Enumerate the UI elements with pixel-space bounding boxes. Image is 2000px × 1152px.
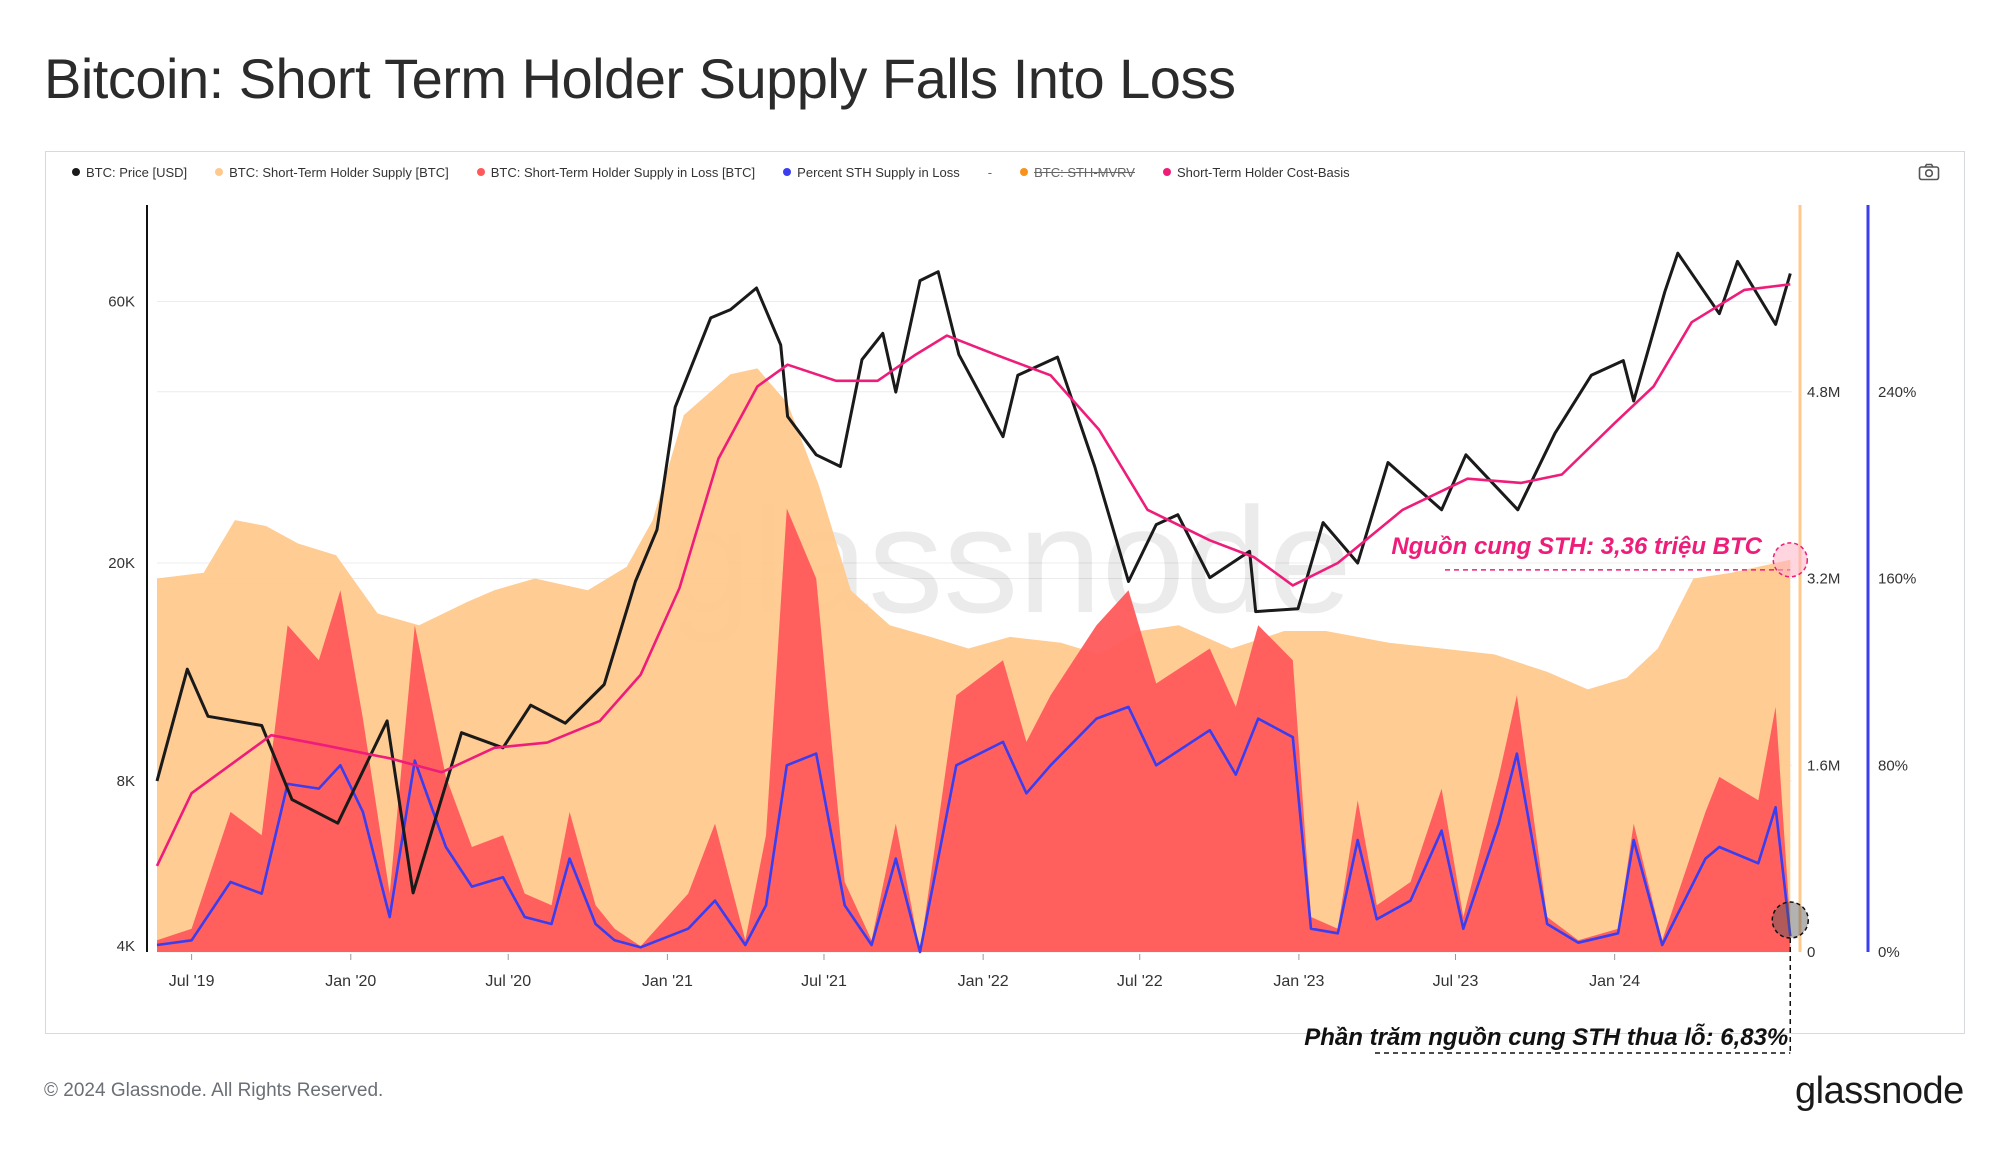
annotation-marker-supply: [1772, 542, 1809, 578]
x-tick-label: Jan '24: [1589, 973, 1640, 990]
legend-separator: -: [987, 164, 993, 180]
annotation-sth-supply: Nguồn cung STH: 3,36 triệu BTC: [1391, 533, 1762, 560]
legend-label: BTC: STH-MVRV: [1034, 164, 1135, 180]
legend-swatch: [1162, 168, 1171, 176]
price-tick-label: 60K: [108, 293, 135, 310]
legend-item[interactable]: BTC: Price [USD]: [72, 165, 187, 180]
supply-tick-label: 4.8M: [1807, 384, 1840, 401]
legend-item[interactable]: Short-Term Holder Cost-Basis: [1162, 164, 1350, 180]
x-tick-label: Jul '20: [485, 973, 531, 990]
annotation-percent-loss: Phần trăm nguồn cung STH thua lỗ: 6,83%: [1304, 1023, 1788, 1051]
x-tick-label: Jul '23: [1433, 973, 1479, 990]
camera-icon[interactable]: [1918, 163, 1940, 181]
legend-swatch: [783, 168, 792, 176]
legend-label: Short-Term Holder Cost-Basis: [1176, 164, 1350, 180]
copyright-text: © 2024 Glassnode. All Rights Reserved.: [44, 1080, 384, 1101]
x-tick-label: Jan '23: [1273, 973, 1324, 990]
x-tick-label: Jan '20: [325, 973, 376, 990]
legend-item[interactable]: Percent STH Supply in Loss: [783, 165, 960, 180]
legend-swatch: [1020, 168, 1029, 176]
legend-label: BTC: Price [USD]: [86, 164, 188, 180]
price-tick-label: 8K: [117, 773, 135, 790]
percent-tick-label: 160%: [1878, 571, 1916, 588]
x-tick-label: Jan '21: [642, 973, 693, 990]
supply-tick-label: 0: [1807, 944, 1815, 961]
legend-label: Percent STH Supply in Loss: [797, 164, 960, 180]
legend-swatch: [476, 168, 485, 176]
annotation-marker-percent: [1771, 901, 1810, 939]
supply-tick-label: 3.2M: [1807, 571, 1840, 588]
legend-swatch: [72, 168, 80, 176]
legend-item[interactable]: BTC: Short-Term Holder Supply in Loss [B…: [476, 164, 756, 180]
percent-tick-label: 80%: [1878, 757, 1908, 774]
legend-item[interactable]: BTC: STH-MVRV: [1020, 165, 1135, 180]
page-title: Bitcoin: Short Term Holder Supply Falls …: [44, 47, 1236, 110]
brand-logo: glassnode: [1795, 1070, 1964, 1112]
price-tick-label: 4K: [117, 938, 135, 955]
x-tick-label: Jul '19: [169, 973, 215, 990]
x-tick-label: Jul '21: [801, 973, 847, 990]
legend-label: BTC: Short-Term Holder Supply in Loss [B…: [490, 164, 756, 180]
x-tick-label: Jul '22: [1117, 973, 1163, 990]
percent-tick-label: 240%: [1878, 384, 1916, 401]
chart-legend: BTC: Price [USD] BTC: Short-Term Holder S…: [72, 162, 1378, 182]
sth-supply-area: [157, 368, 1791, 952]
supply-tick-label: 1.6M: [1807, 757, 1840, 774]
price-tick-label: 20K: [108, 555, 135, 572]
cost-basis-line: [155, 283, 1791, 867]
sth-loss-area: [157, 508, 1791, 952]
price-line: [155, 251, 1792, 895]
percent-tick-label: 0%: [1878, 944, 1900, 961]
legend-item[interactable]: BTC: Short-Term Holder Supply [BTC]: [215, 165, 449, 180]
legend-swatch: [215, 168, 224, 176]
x-tick-label: Jan '22: [958, 973, 1009, 990]
legend-label: BTC: Short-Term Holder Supply [BTC]: [229, 164, 449, 180]
